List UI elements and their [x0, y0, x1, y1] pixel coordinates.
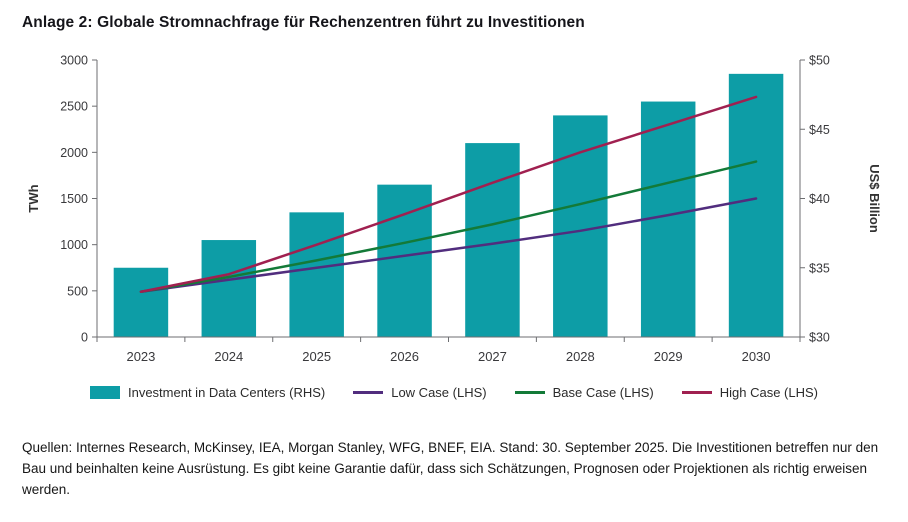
line-low-case-lhs	[139, 197, 758, 294]
chart-legend: Investment in Data Centers (RHS) Low Cas…	[22, 385, 886, 400]
high-case-line-swatch-icon	[681, 391, 712, 394]
left-tick-label: 500	[67, 284, 88, 298]
left-tick-label: 1500	[60, 192, 88, 206]
legend-item-investment: Investment in Data Centers (RHS)	[89, 385, 326, 400]
left-tick-label: 1000	[60, 238, 88, 252]
x-label-2029: 2029	[654, 349, 683, 364]
right-tick-label: $45	[809, 123, 830, 137]
right-tick-label: $30	[809, 331, 830, 345]
left-tick-label: 0	[81, 331, 88, 345]
x-label-2026: 2026	[390, 349, 419, 364]
left-tick-label: 2500	[60, 100, 88, 114]
bar-swatch-icon	[89, 386, 120, 399]
x-label-2027: 2027	[478, 349, 507, 364]
x-label-2023: 2023	[126, 349, 155, 364]
line-base-case-lhs	[139, 160, 758, 294]
bar-2024	[201, 240, 257, 337]
chart-title: Anlage 2: Globale Stromnachfrage für Rec…	[22, 14, 585, 31]
chart-canvas: 0 500 1000 1500 2000 2500 3000 $30 $35 $40 $45 $50 2…	[26, 54, 882, 365]
report-page: Anlage 2: Globale Stromnachfrage für Rec…	[22, 14, 886, 497]
bar-2025	[289, 212, 344, 337]
legend-item-base-case: Base Case (LHS)	[514, 385, 654, 400]
right-tick-label: $35	[809, 261, 830, 275]
x-label-2030: 2030	[742, 349, 771, 364]
left-axis-title: TWh	[26, 184, 41, 212]
bar-2023	[113, 267, 169, 337]
right-tick-label: $40	[809, 192, 830, 206]
chart: 0 500 1000 1500 2000 2500 3000 $30 $35 $40 $45 $50 2…	[22, 44, 886, 383]
base-case-line-swatch-icon	[514, 391, 545, 394]
bar-2026	[377, 184, 432, 337]
low-case-line-swatch-icon	[353, 391, 384, 394]
legend-label-high-case: High Case (LHS)	[719, 385, 819, 400]
right-tick-label: $50	[809, 54, 830, 68]
x-label-2025: 2025	[302, 349, 331, 364]
left-tick-label: 2000	[60, 146, 88, 160]
legend-label-low-case: Low Case (LHS)	[391, 385, 487, 400]
legend-item-high-case: High Case (LHS)	[681, 385, 819, 400]
legend-label-base-case: Base Case (LHS)	[552, 385, 654, 400]
line-high-case-lhs	[139, 95, 758, 294]
legend-item-low-case: Low Case (LHS)	[353, 385, 487, 400]
legend-label-investment: Investment in Data Centers (RHS)	[127, 385, 326, 400]
left-tick-label: 3000	[60, 54, 88, 68]
x-label-2024: 2024	[214, 349, 243, 364]
source-note: Quellen: Internes Research, McKinsey, IE…	[22, 440, 879, 497]
right-axis-title: US$ Billion	[867, 164, 882, 233]
x-label-2028: 2028	[566, 349, 595, 364]
bar-2030	[728, 73, 784, 337]
